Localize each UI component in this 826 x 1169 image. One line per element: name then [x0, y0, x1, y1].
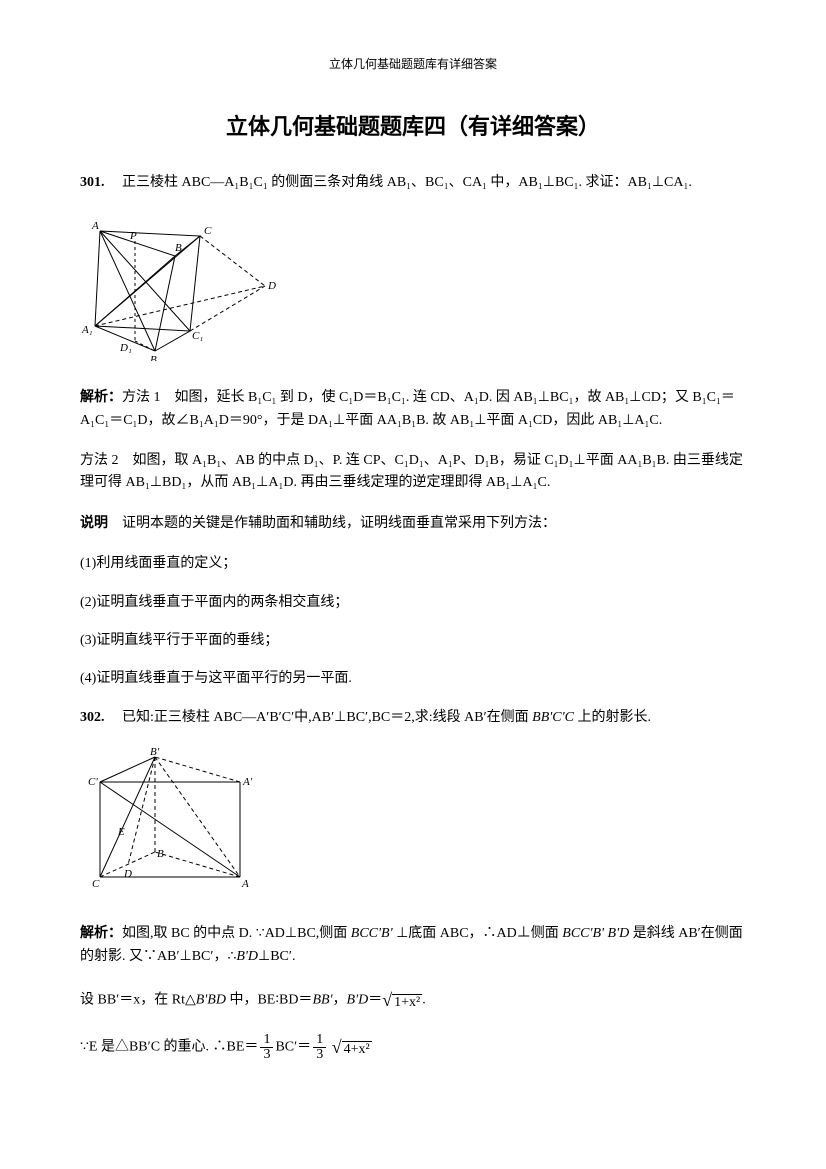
- svg-text:C': C': [88, 776, 98, 788]
- svg-text:D: D: [267, 280, 276, 292]
- sqrt-2: √4+x²: [332, 1033, 372, 1062]
- list-item-4: (4)证明直线垂直于与这平面平行的另一平面.: [80, 668, 746, 690]
- list-item-3: (3)证明直线平行于平面的垂线；: [80, 630, 746, 652]
- figure-302: B' C' A' C A B D E: [80, 747, 746, 905]
- list-item-2: (2)证明直线垂直于平面内的两条相交直线；: [80, 592, 746, 614]
- explain-label: 说明: [80, 516, 108, 531]
- frac-1: 13: [260, 1033, 273, 1062]
- svg-text:B₁: B₁: [150, 354, 161, 361]
- analysis-301-m1: 解析：方法 1 如图，延长 B₁C₁ 到 D，使 C₁D＝B₁C₁. 连 CD、…: [80, 387, 746, 432]
- line-bb: 设 BB′＝x，在 Rt△B'BD 中，BE∶BD＝BB'，B'D＝√1+x².: [80, 986, 746, 1015]
- svg-text:A: A: [241, 878, 249, 890]
- analysis-label-2: 解析：: [80, 926, 122, 941]
- svg-text:E: E: [117, 826, 125, 838]
- svg-text:C: C: [204, 225, 212, 237]
- svg-text:C₁: C₁: [192, 330, 203, 342]
- svg-text:B: B: [175, 242, 182, 254]
- sqrt-1: √1+x²: [382, 986, 422, 1015]
- svg-text:C: C: [92, 878, 100, 890]
- svg-text:D₁: D₁: [119, 342, 132, 354]
- problem-301-text: [108, 175, 122, 190]
- page-title: 立体几何基础题题库四（有详细答案）: [80, 109, 746, 144]
- svg-text:A₁: A₁: [81, 324, 93, 336]
- svg-text:A: A: [91, 220, 99, 232]
- explain-301: 说明 证明本题的关键是作辅助面和辅助线，证明线面垂直常采用下列方法：: [80, 513, 746, 535]
- analysis-302: 解析：如图,取 BC 的中点 D. ∵AD⊥BC,侧面 BCC'B' ⊥底面 A…: [80, 923, 746, 968]
- problem-302-num: 302.: [80, 710, 105, 725]
- svg-text:B': B': [150, 747, 160, 758]
- svg-text:D: D: [123, 868, 132, 880]
- figure-301: A C B P D A₁ D₁ B₁ C₁: [80, 211, 746, 369]
- svg-text:A': A': [242, 776, 253, 788]
- analysis-label: 解析：: [80, 390, 122, 405]
- svg-text:B: B: [157, 848, 164, 860]
- analysis-301-m2: 方法 2 如图，取 A₁B₁、AB 的中点 D₁、P. 连 CP、C₁D₁、A₁…: [80, 450, 746, 495]
- frac-2: 13: [313, 1033, 326, 1062]
- problem-302: 302. 已知:正三棱柱 ABC—A′B′C′中,AB′⊥BC′,BC＝2,求:…: [80, 707, 746, 729]
- svg-text:P: P: [129, 230, 137, 242]
- line-e: ∵E 是△BB′C 的重心. ∴BE＝13BC′＝13 √4+x²: [80, 1033, 746, 1062]
- list-item-1: (1)利用线面垂直的定义；: [80, 553, 746, 575]
- problem-301-num: 301.: [80, 175, 105, 190]
- problem-301: 301. 正三棱柱 ABC—A₁B₁C₁ 的侧面三条对角线 AB₁、BC₁、CA…: [80, 172, 746, 194]
- page-header: 立体几何基础题题库有详细答案: [80, 55, 746, 74]
